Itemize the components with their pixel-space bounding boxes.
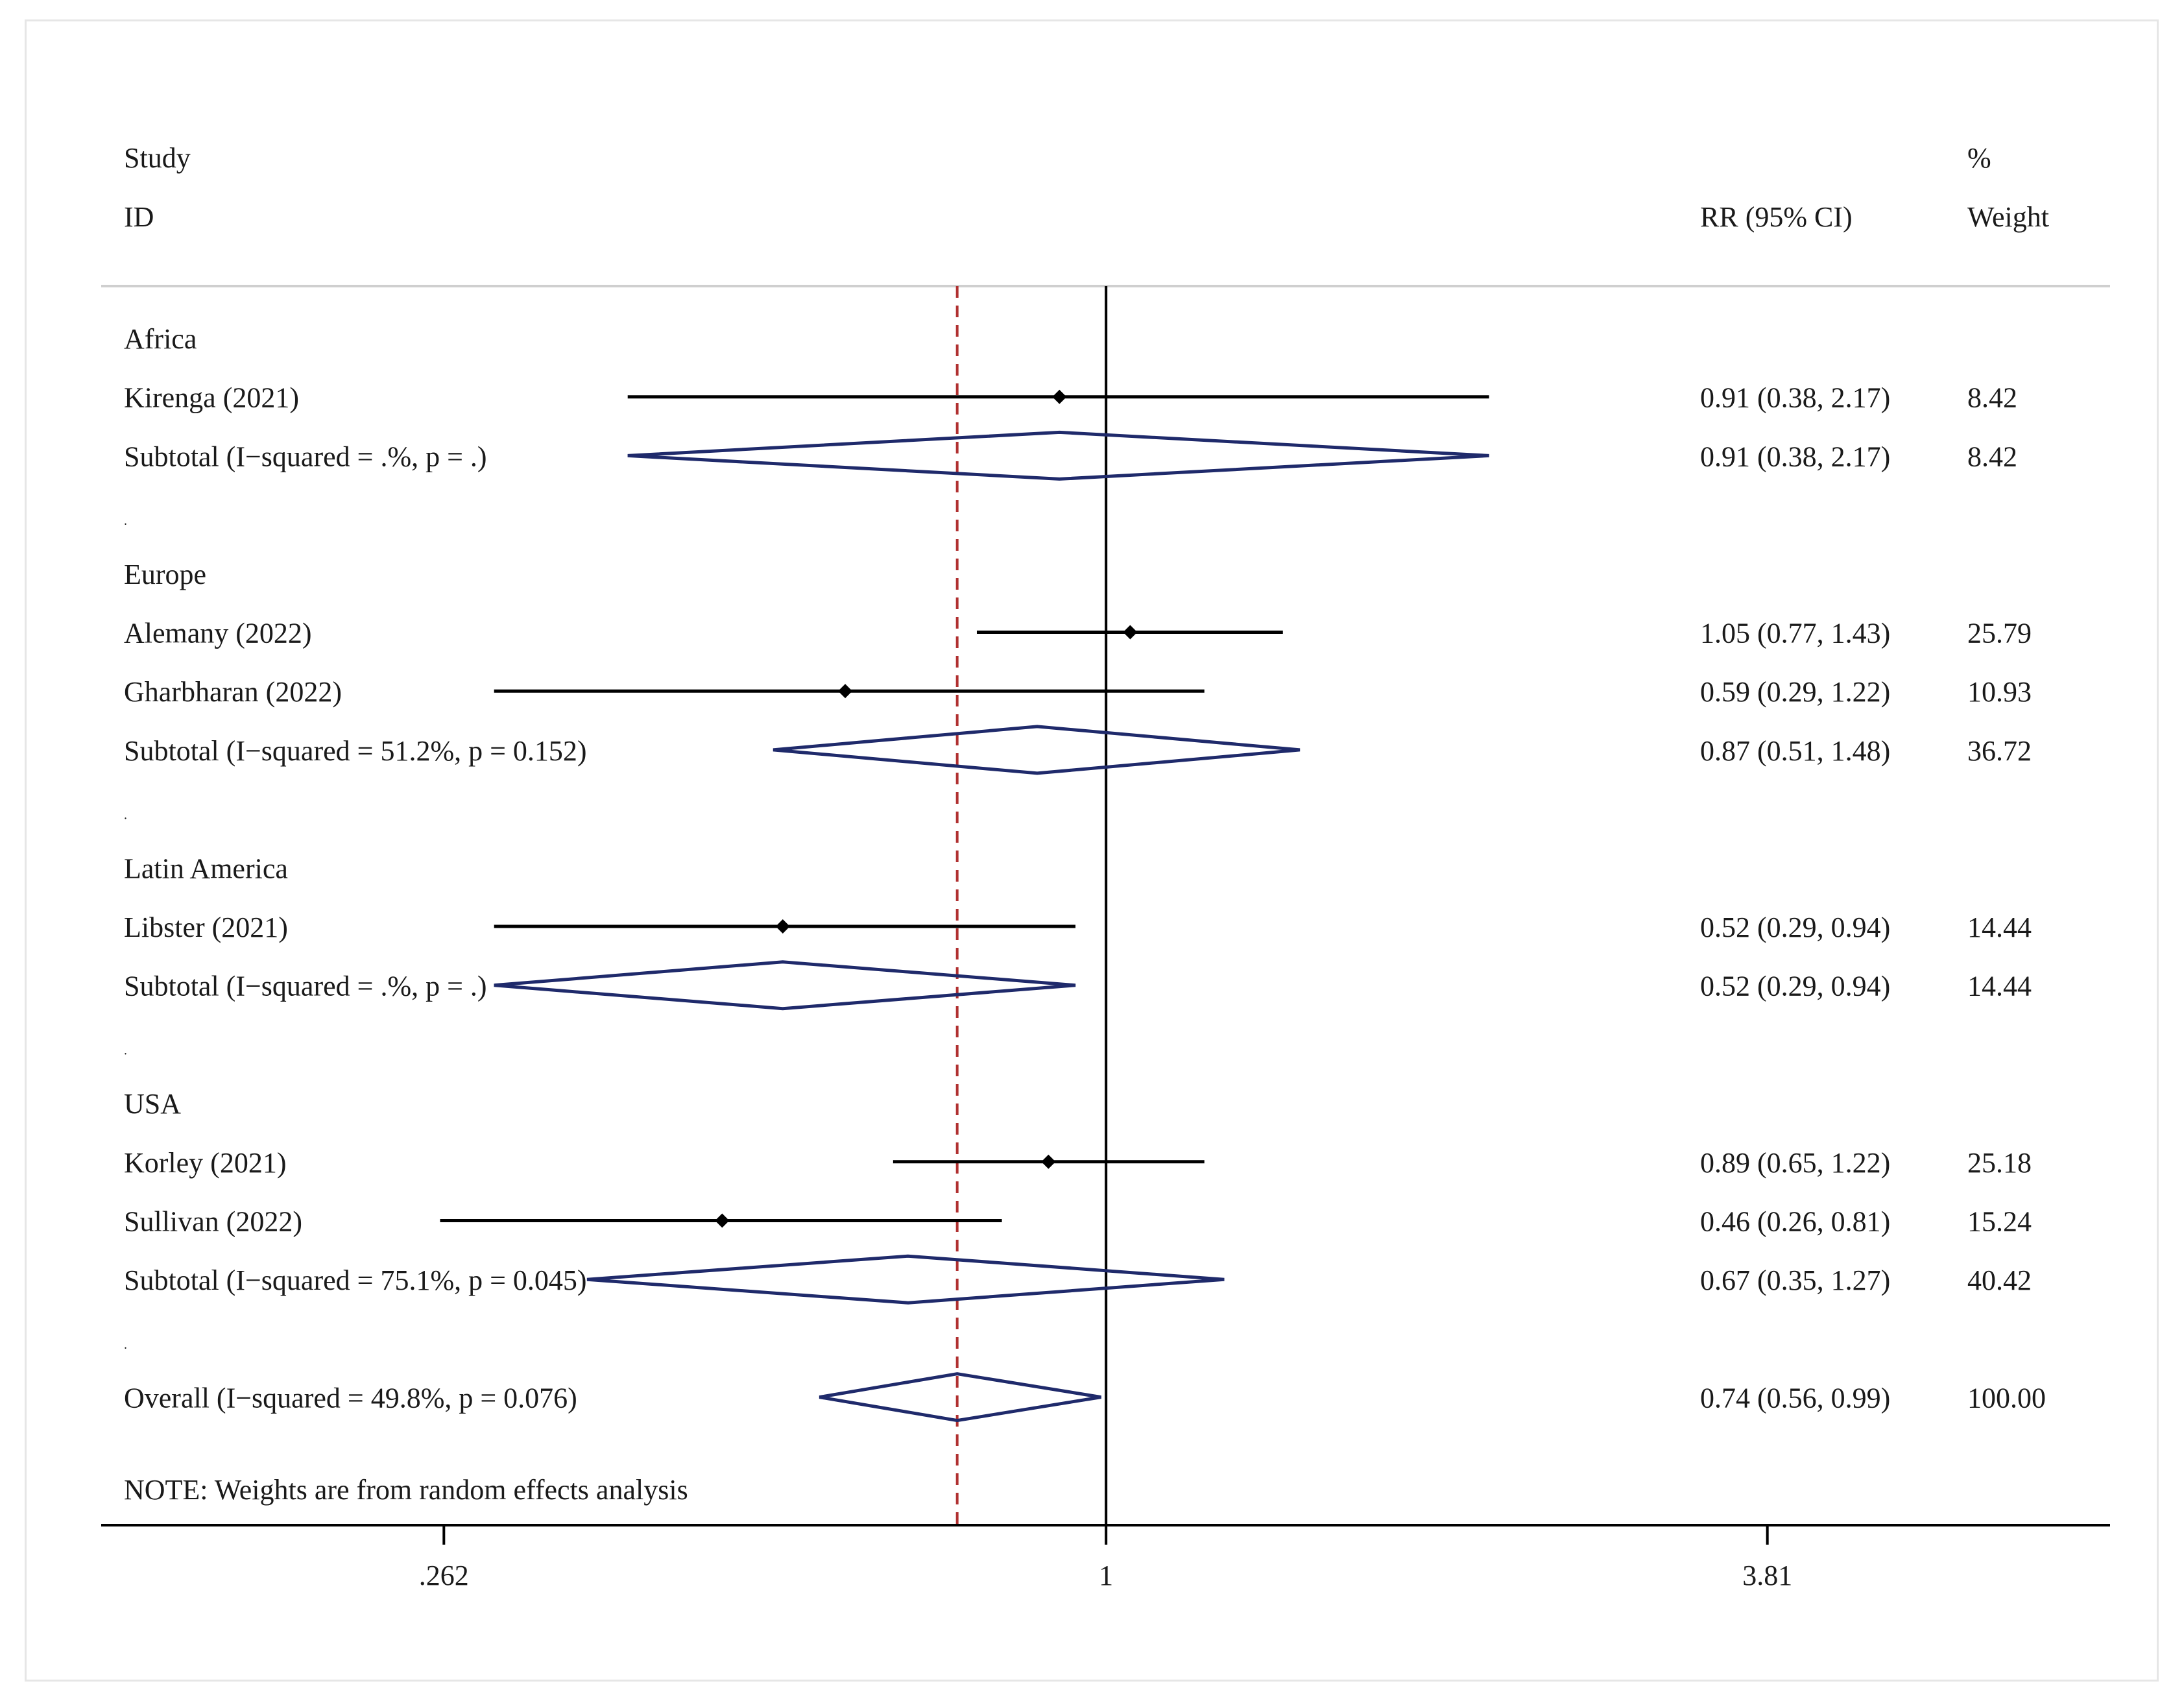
row-label: Korley (2021) [124, 1147, 287, 1179]
header-percent: % [1967, 142, 1991, 174]
weight-value: 14.44 [1967, 911, 2032, 943]
weight-value: 10.93 [1967, 676, 2032, 708]
point-estimate-marker [715, 1213, 730, 1228]
row-label: Europe [124, 559, 206, 590]
header-rr: RR (95% CI) [1700, 201, 1853, 233]
row-label: Subtotal (I−squared = .%, p = .) [124, 971, 487, 1002]
ci-value: 0.91 (0.38, 2.17) [1700, 440, 1890, 472]
ci-value: 0.52 (0.29, 0.94) [1700, 911, 1890, 943]
weight-value: 8.42 [1967, 382, 2017, 414]
ci-value: 0.67 (0.35, 1.27) [1700, 1264, 1890, 1296]
row-label: Libster (2021) [124, 911, 288, 943]
point-estimate-marker [1123, 625, 1138, 640]
overall-diamond [819, 1372, 1101, 1423]
subtotal-diamond [494, 960, 1076, 1011]
ci-value: 0.46 (0.26, 0.81) [1700, 1206, 1890, 1238]
row-label: USA [124, 1088, 181, 1120]
weight-value: 36.72 [1967, 735, 2032, 767]
row-label: Africa [124, 323, 197, 355]
x-tick-label: 3.81 [1742, 1560, 1792, 1591]
row-label: Sullivan (2022) [124, 1206, 302, 1238]
point-estimate-marker [1041, 1154, 1056, 1169]
ci-value: 0.91 (0.38, 2.17) [1700, 382, 1890, 414]
header-id: ID [124, 201, 154, 233]
weight-value: 25.79 [1967, 618, 2032, 649]
weight-value: 14.44 [1967, 971, 2032, 1002]
ci-value: 0.87 (0.51, 1.48) [1700, 735, 1890, 767]
note-text: NOTE: Weights are from random effects an… [124, 1474, 688, 1506]
subtotal-diamond [773, 725, 1301, 775]
chart-frame: Study ID RR (95% CI) % Weight Africa Kire… [25, 19, 2159, 1682]
row-label: Overall (I−squared = 49.8%, p = 0.076) [124, 1382, 577, 1414]
row-label: Gharbharan (2022) [124, 676, 342, 708]
reference-lines [955, 286, 1108, 1525]
forest-rows: Africa Kirenga (2021) 0.91 (0.38, 2.17) 8.4… [124, 323, 2046, 1423]
point-estimate-marker [775, 919, 790, 934]
ci-value: 0.74 (0.56, 0.99) [1700, 1382, 1890, 1414]
weight-value: 40.42 [1967, 1264, 2032, 1296]
weight-value: 100.00 [1967, 1382, 2046, 1414]
ci-value: 0.59 (0.29, 1.22) [1700, 676, 1890, 708]
row-label: Alemany (2022) [124, 618, 312, 649]
point-estimate-marker [838, 684, 853, 699]
weight-value: 8.42 [1967, 440, 2017, 472]
ci-value: 0.89 (0.65, 1.22) [1700, 1147, 1890, 1179]
row-label: . [124, 514, 127, 528]
x-axis-ticks: .262 1 3.81 [419, 1525, 1792, 1591]
row-label: . [124, 1043, 127, 1057]
x-tick-label: 1 [1099, 1560, 1113, 1591]
row-label: Subtotal (I−squared = .%, p = .) [124, 440, 487, 472]
header-study: Study [124, 142, 191, 174]
row-label: . [124, 1338, 127, 1352]
row-label: Subtotal (I−squared = 51.2%, p = 0.152) [124, 735, 587, 767]
row-label: Latin America [124, 852, 288, 884]
ci-value: 0.52 (0.29, 0.94) [1700, 971, 1890, 1002]
forest-plot: Study ID RR (95% CI) % Weight Africa Kire… [101, 142, 2110, 1591]
x-tick-label: .262 [419, 1560, 469, 1591]
subtotal-diamond [627, 430, 1489, 481]
ci-value: 1.05 (0.77, 1.43) [1700, 618, 1890, 649]
header-weight: Weight [1967, 201, 2049, 233]
row-label: Kirenga (2021) [124, 382, 299, 414]
subtotal-diamond [586, 1254, 1225, 1305]
weight-value: 25.18 [1967, 1147, 2032, 1179]
row-label: . [124, 808, 127, 823]
weight-value: 15.24 [1967, 1206, 2032, 1238]
row-label: Subtotal (I−squared = 75.1%, p = 0.045) [124, 1264, 587, 1296]
point-estimate-marker [1052, 389, 1067, 404]
